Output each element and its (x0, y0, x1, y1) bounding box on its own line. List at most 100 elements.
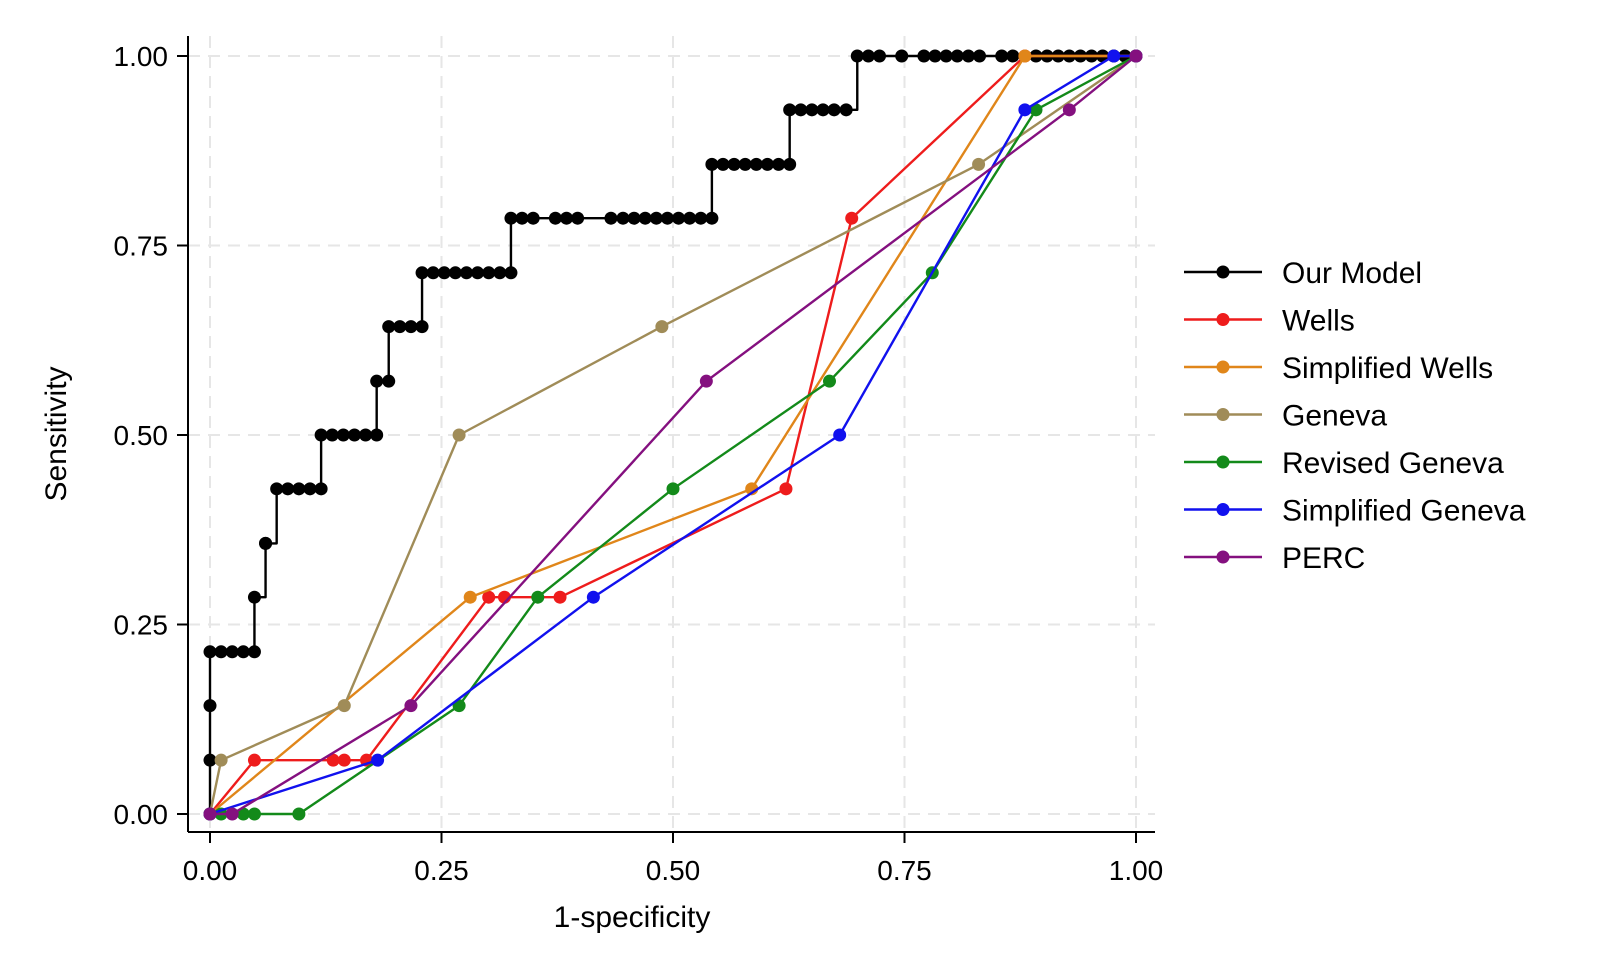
point-wells (845, 211, 859, 225)
point-our-model (660, 211, 674, 225)
x-tick-label: 0.25 (414, 855, 469, 886)
y-tick-label: 0.75 (114, 231, 169, 262)
point-our-model (504, 266, 518, 280)
legend-label-simplified-geneva: Simplified Geneva (1282, 495, 1526, 528)
point-our-model (281, 482, 295, 496)
point-our-model (939, 49, 953, 63)
point-our-model (336, 428, 350, 442)
point-wells (247, 753, 261, 767)
point-our-model (638, 211, 652, 225)
point-our-model (515, 211, 529, 225)
legend-item-our-model: Our Model (1184, 257, 1422, 290)
point-wells (482, 590, 496, 604)
point-our-model (604, 211, 618, 225)
point-our-model (303, 482, 317, 496)
point-geneva (337, 699, 351, 713)
y-tick-label: 0.50 (114, 420, 169, 451)
point-revised-geneva (292, 807, 306, 821)
point-our-model (548, 211, 562, 225)
point-our-model (203, 753, 217, 767)
x-tick-label: 0.75 (877, 855, 932, 886)
point-our-model (415, 266, 429, 280)
point-our-model (426, 266, 440, 280)
y-axis-title: Sensitivity (40, 366, 73, 501)
point-geneva (452, 428, 466, 442)
point-our-model (526, 211, 540, 225)
legend-item-wells: Wells (1184, 305, 1355, 338)
point-geneva (655, 320, 669, 334)
point-our-model (504, 211, 518, 225)
point-revised-geneva (666, 482, 680, 496)
point-our-model (347, 428, 361, 442)
series-layer (203, 49, 1143, 821)
point-our-model (225, 645, 239, 659)
point-revised-geneva (247, 807, 261, 821)
point-our-model (482, 266, 496, 280)
point-our-model (917, 49, 931, 63)
point-our-model (370, 428, 384, 442)
point-our-model (393, 320, 407, 334)
point-simplified-geneva (1018, 103, 1032, 117)
point-geneva (972, 157, 986, 171)
legend-marker-revised-geneva (1216, 455, 1230, 469)
axis-ticks: 0.00 0.25 0.50 0.75 1.00 0.00 0.25 0.50 0.75 1.00 (114, 41, 1164, 886)
point-our-model (805, 103, 819, 117)
point-our-model (794, 103, 808, 117)
point-our-model (382, 320, 396, 334)
point-simplified-geneva (833, 428, 847, 442)
point-our-model (995, 49, 1009, 63)
point-our-model (359, 428, 373, 442)
point-our-model (448, 266, 462, 280)
point-our-model (325, 428, 339, 442)
point-our-model (627, 211, 641, 225)
point-our-model (437, 266, 451, 280)
point-wells (779, 482, 793, 496)
point-our-model (895, 49, 909, 63)
point-wells (337, 753, 351, 767)
point-our-model (760, 157, 774, 171)
point-our-model (571, 211, 585, 225)
point-our-model (471, 266, 485, 280)
legend-item-simplified-geneva: Simplified Geneva (1184, 495, 1526, 528)
legend-label-perc: PERC (1282, 542, 1365, 575)
point-our-model (705, 157, 719, 171)
point-revised-geneva (1029, 103, 1043, 117)
point-our-model (973, 49, 987, 63)
legend-marker-perc (1216, 550, 1230, 564)
point-simplified-wells (463, 590, 477, 604)
point-our-model (382, 374, 396, 388)
x-tick-label: 0.50 (646, 855, 701, 886)
point-simplified-geneva (586, 590, 600, 604)
point-our-model (560, 211, 574, 225)
point-our-model (683, 211, 697, 225)
point-simplified-wells (1018, 49, 1032, 63)
point-our-model (292, 482, 306, 496)
point-perc (1062, 103, 1076, 117)
legend-item-geneva: Geneva (1184, 400, 1387, 433)
legend-marker-simplified-wells (1216, 360, 1230, 374)
point-our-model (247, 590, 261, 604)
point-our-model (738, 157, 752, 171)
point-our-model (872, 49, 886, 63)
point-our-model (460, 266, 474, 280)
point-our-model (493, 266, 507, 280)
x-axis-title: 1-specificity (554, 901, 711, 934)
point-our-model (749, 157, 763, 171)
point-our-model (816, 103, 830, 117)
point-wells (553, 590, 567, 604)
point-our-model (783, 103, 797, 117)
point-our-model (203, 645, 217, 659)
legend-label-revised-geneva: Revised Geneva (1282, 447, 1504, 480)
point-perc (1129, 49, 1143, 63)
point-our-model (672, 211, 686, 225)
point-simplified-geneva (1107, 49, 1121, 63)
point-our-model (772, 157, 786, 171)
point-revised-geneva (236, 807, 250, 821)
point-our-model (928, 49, 942, 63)
point-revised-geneva (822, 374, 836, 388)
point-perc (225, 807, 239, 821)
point-our-model (961, 49, 975, 63)
point-our-model (649, 211, 663, 225)
